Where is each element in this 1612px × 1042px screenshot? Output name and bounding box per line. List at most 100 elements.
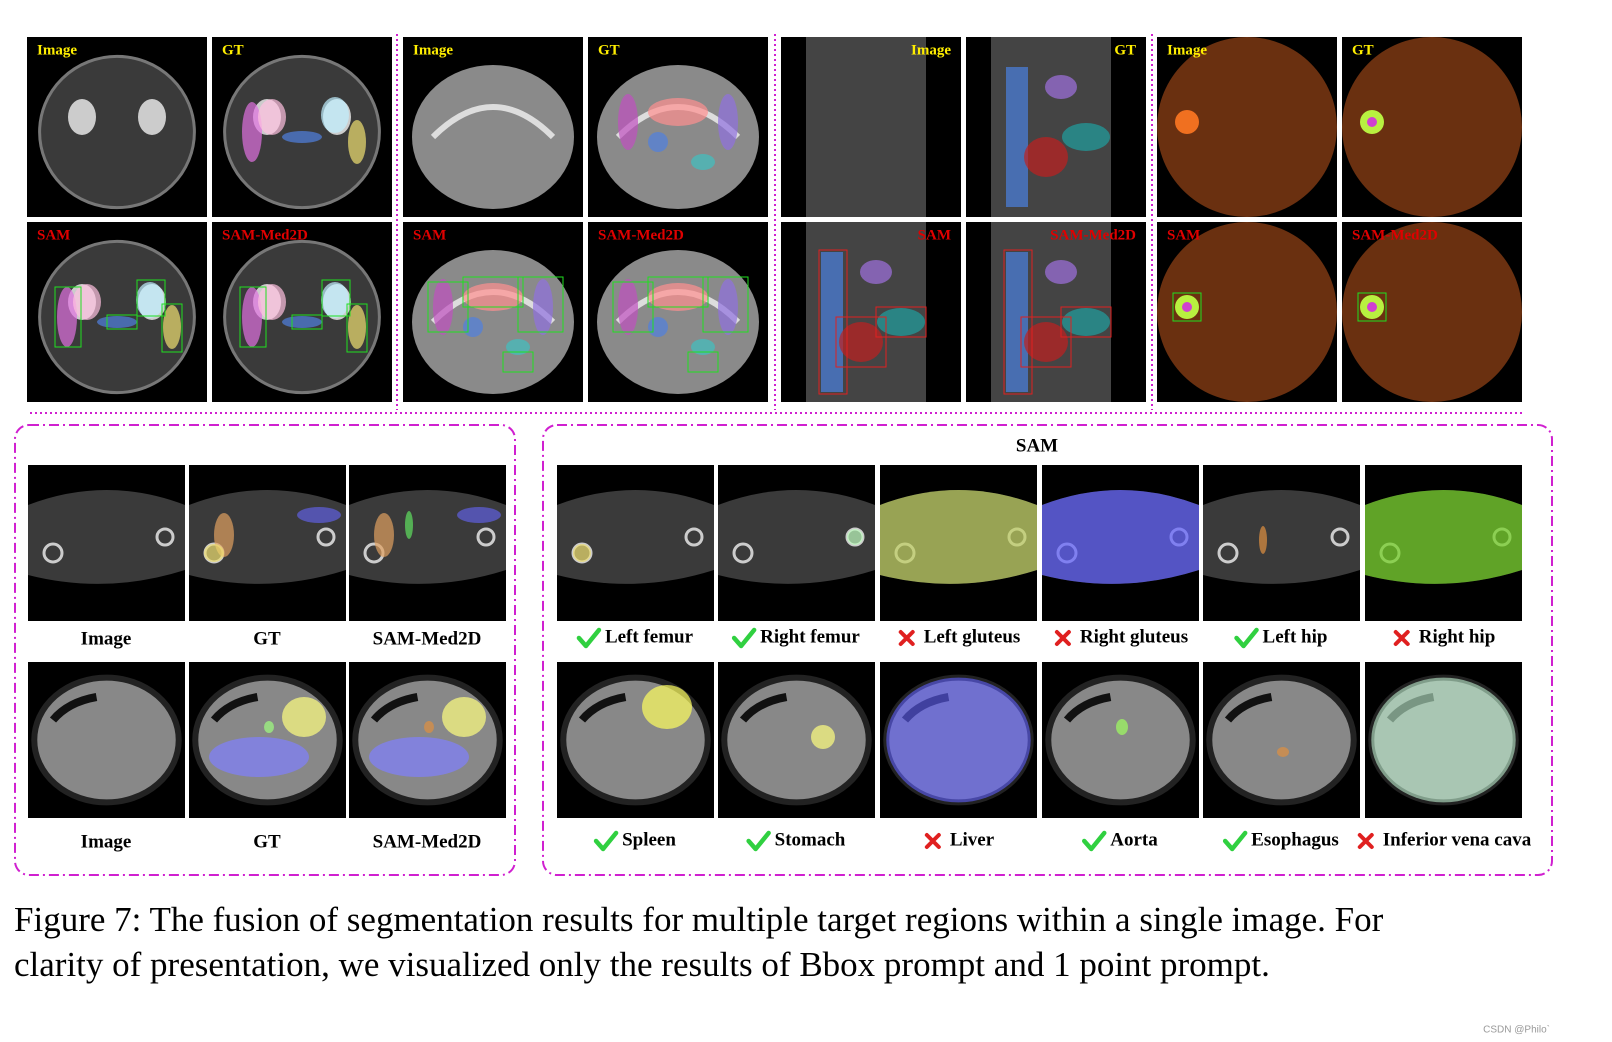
mask: [1371, 677, 1516, 803]
panel-label: Spleen: [622, 829, 676, 850]
scan-image: [1203, 662, 1360, 818]
mask: [463, 317, 483, 337]
check-icon: [746, 830, 771, 852]
mask: [648, 283, 708, 311]
caption: clarity of presentation, we visualized o…: [14, 945, 1270, 984]
panel-label: Image: [81, 628, 132, 649]
mask: [297, 507, 341, 523]
mask: [880, 490, 1037, 584]
mask: [648, 98, 708, 126]
body: [28, 490, 185, 584]
scan-image: [588, 37, 768, 217]
body: [557, 490, 714, 584]
scan-image: [1365, 465, 1522, 621]
mask: [433, 279, 453, 335]
mask: [877, 308, 925, 336]
section-title: SAM: [1016, 435, 1058, 456]
mask: [405, 511, 413, 539]
group-box: [14, 424, 516, 876]
panel-label: Esophagus: [1251, 829, 1339, 850]
check-icon: [593, 830, 619, 852]
scan-image: [349, 662, 506, 818]
mask: [1042, 490, 1199, 584]
lung: [739, 693, 788, 723]
panel-label: GT: [253, 831, 281, 852]
panel-label: Right hip: [1419, 626, 1496, 647]
panel-label: GT: [253, 628, 281, 649]
panel-label: SAM-Med2D: [598, 227, 684, 243]
scan-image: [557, 662, 714, 818]
panel-label: Image: [911, 42, 951, 58]
bbox: [647, 276, 709, 308]
mask: [57, 287, 77, 347]
mask: [573, 544, 591, 562]
cross-icon: [1357, 833, 1374, 849]
bone: [42, 542, 64, 564]
scan-image: [588, 222, 768, 402]
retina: [1342, 222, 1522, 402]
cross-icon: [924, 833, 941, 849]
panel-label: Image: [413, 42, 453, 58]
scan-image: [28, 465, 185, 621]
scan-image: [403, 37, 583, 217]
mask: [1116, 719, 1128, 735]
mask: [886, 677, 1031, 803]
bbox: [346, 303, 368, 353]
scan-image: [1342, 37, 1522, 217]
caption: Figure 7: The fusion of segmentation res…: [14, 900, 1384, 939]
scan-image: [1342, 222, 1522, 402]
body: [1203, 490, 1360, 584]
panel-label: Inferior vena cava: [1383, 829, 1532, 850]
scan-image: [781, 37, 961, 217]
body: [718, 490, 875, 584]
bbox: [835, 316, 887, 368]
scan-image: [781, 222, 961, 402]
mask: [242, 287, 262, 347]
scan-image: [349, 465, 506, 621]
mask: [258, 284, 286, 320]
scan-image: [1157, 37, 1337, 217]
mask: [258, 99, 286, 135]
bbox: [54, 286, 82, 348]
scan-image: [403, 222, 583, 402]
bbox: [106, 314, 138, 330]
mask: [463, 283, 523, 311]
mask: [1045, 75, 1077, 99]
body: [31, 674, 182, 806]
scan-image: [966, 37, 1146, 217]
check-icon: [731, 627, 757, 649]
scan-image: [880, 662, 1037, 818]
mask: [163, 305, 181, 349]
bbox: [702, 276, 749, 333]
lung: [210, 693, 259, 723]
mask: [691, 339, 715, 355]
mask: [1006, 252, 1028, 392]
scan-image: [28, 662, 185, 818]
bbox: [136, 279, 166, 317]
mask: [204, 544, 224, 562]
cup: [1182, 302, 1192, 312]
mask: [348, 305, 366, 349]
bbox: [875, 306, 927, 338]
bone: [476, 527, 496, 547]
group-box: [542, 424, 1553, 876]
bbox: [1003, 249, 1033, 395]
panel-label: Right femur: [760, 626, 860, 647]
bbox: [502, 351, 534, 373]
bone: [1330, 527, 1350, 547]
panel-label: Image: [81, 831, 132, 852]
check-icon: [576, 627, 602, 649]
body: [597, 65, 759, 209]
bbox: [687, 351, 719, 373]
mask: [1024, 322, 1068, 362]
bone: [684, 527, 704, 547]
bbox: [1172, 292, 1202, 322]
mask: [369, 737, 469, 777]
mask: [839, 322, 883, 362]
bbox: [1020, 316, 1072, 368]
scan-image: [718, 662, 875, 818]
cup: [1367, 117, 1377, 127]
bone: [316, 527, 336, 547]
panel-label: Left gluteus: [924, 626, 1021, 647]
retina: [1157, 222, 1337, 402]
